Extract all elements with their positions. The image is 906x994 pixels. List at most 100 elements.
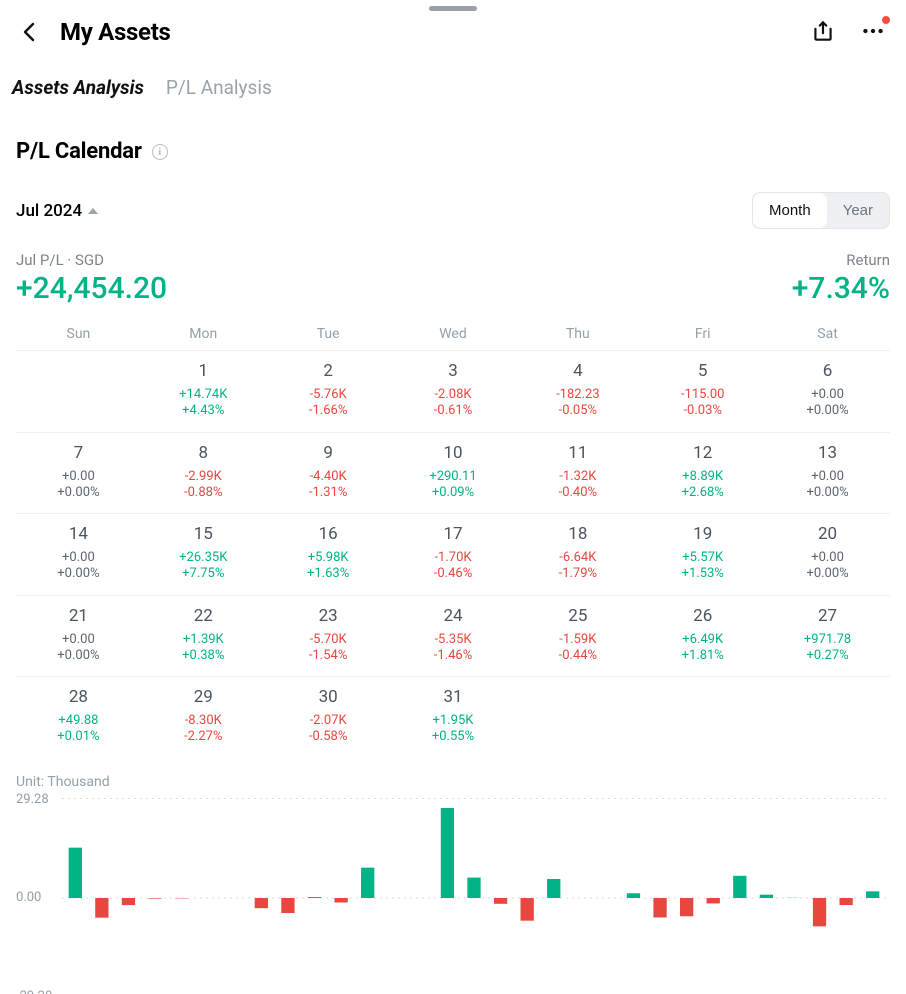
calendar-cell[interactable]: 23-5.70K-1.54%	[266, 596, 391, 677]
calendar-day-number: 14	[20, 524, 137, 544]
chart-bar[interactable]	[839, 898, 852, 905]
calendar-week: 7+0.00+0.00%8-2.99K-0.88%9-4.40K-1.31%10…	[16, 432, 890, 514]
chart-ytick-mid: 0.00	[16, 890, 41, 905]
calendar-weeks: 1+14.74K+4.43%2-5.76K-1.66%3-2.08K-0.61%…	[16, 350, 890, 758]
calendar-day-number: 29	[145, 687, 262, 707]
chart-bar[interactable]	[653, 898, 666, 917]
calendar-cell[interactable]: 19+5.57K+1.53%	[640, 514, 765, 595]
calendar-day-pct: +0.09%	[395, 485, 512, 501]
calendar-cell[interactable]: 27 +971.78+0.27%	[765, 596, 890, 677]
calendar-cell[interactable]: 22+1.39K+0.38%	[141, 596, 266, 677]
calendar-day-pl: +971.78	[769, 632, 886, 648]
chart-bar[interactable]	[866, 891, 879, 898]
chart-bar[interactable]	[334, 898, 347, 903]
back-button[interactable]	[18, 20, 42, 44]
calendar-dow: Mon	[141, 326, 266, 342]
chart-bar[interactable]	[760, 894, 773, 897]
calendar-day-pl: +49.88	[20, 713, 137, 729]
chart-bar[interactable]	[547, 878, 560, 897]
chart-bar[interactable]	[308, 897, 321, 898]
calendar-day-number: 20	[769, 524, 886, 544]
calendar-cell[interactable]: 25-1.59K-0.44%	[515, 596, 640, 677]
chart-bar[interactable]	[148, 898, 161, 899]
calendar-day-number: 7	[20, 443, 137, 463]
chart-bar[interactable]	[467, 877, 480, 897]
calendar-day-number: 27	[769, 606, 886, 626]
calendar-day-number: 4	[519, 361, 636, 381]
calendar-cell[interactable]: 1+14.74K+4.43%	[141, 351, 266, 432]
calendar-cell[interactable]: 20+0.00+0.00%	[765, 514, 890, 595]
calendar-cell[interactable]: 28+49.88+0.01%	[16, 677, 141, 758]
calendar-cell[interactable]: 7+0.00+0.00%	[16, 433, 141, 514]
calendar-cell[interactable]: 17-1.70K-0.46%	[391, 514, 516, 595]
calendar-cell[interactable]: 21+0.00+0.00%	[16, 596, 141, 677]
tab-assets-analysis[interactable]: Assets Analysis	[12, 76, 144, 105]
calendar-cell[interactable]: 2-5.76K-1.66%	[266, 351, 391, 432]
calendar-day-number: 21	[20, 606, 137, 626]
tab-label: P/L Analysis	[166, 76, 272, 99]
calendar-cell[interactable]: 10+290.11+0.09%	[391, 433, 516, 514]
chart-bar[interactable]	[813, 898, 826, 926]
chart-bar[interactable]	[707, 898, 720, 903]
calendar-cell[interactable]: 12+8.89K+2.68%	[640, 433, 765, 514]
chart-bar[interactable]	[69, 847, 82, 897]
calendar-day-pl: -2.07K	[270, 713, 387, 729]
drag-handle[interactable]	[429, 6, 477, 11]
chart-bar[interactable]	[494, 898, 507, 904]
calendar-cell	[765, 677, 890, 758]
calendar-day-pct: +0.27%	[769, 648, 886, 664]
calendar-cell[interactable]: 24-5.35K-1.46%	[391, 596, 516, 677]
info-icon[interactable]: i	[152, 144, 168, 160]
calendar-day-pl: +26.35K	[145, 550, 262, 566]
period-selector[interactable]: Jul 2024	[16, 201, 98, 221]
calendar-cell	[16, 351, 141, 432]
calendar-cell[interactable]: 9-4.40K-1.31%	[266, 433, 391, 514]
calendar-day-number: 15	[145, 524, 262, 544]
calendar-cell[interactable]: 11-1.32K-0.40%	[515, 433, 640, 514]
chart-bar[interactable]	[441, 808, 454, 898]
chart-bar[interactable]	[122, 898, 135, 905]
return-label: Return	[792, 251, 890, 269]
calendar-cell[interactable]: 16+5.98K+1.63%	[266, 514, 391, 595]
calendar-day-pl: +5.57K	[644, 550, 761, 566]
calendar-cell[interactable]: 4-182.23-0.05%	[515, 351, 640, 432]
calendar-cell[interactable]: 8-2.99K-0.88%	[141, 433, 266, 514]
tab-pl-analysis[interactable]: P/L Analysis	[166, 76, 272, 105]
calendar-day-number: 12	[644, 443, 761, 463]
calendar-day-pl: -1.59K	[519, 632, 636, 648]
chart-bar[interactable]	[255, 898, 268, 908]
chart-bar[interactable]	[627, 893, 640, 898]
calendar-day-number: 31	[395, 687, 512, 707]
calendar-cell[interactable]: 14+0.00+0.00%	[16, 514, 141, 595]
calendar-cell[interactable]: 26+6.49K+1.81%	[640, 596, 765, 677]
chart-bar[interactable]	[95, 898, 108, 918]
calendar-cell[interactable]: 6+0.00+0.00%	[765, 351, 890, 432]
calendar-day-pct: +0.00%	[769, 566, 886, 582]
calendar-cell[interactable]: 31+1.95K+0.55%	[391, 677, 516, 758]
calendar-day-pl: -115.00	[644, 387, 761, 403]
calendar-day-pct: -0.61%	[395, 403, 512, 419]
toggle-month[interactable]: Month	[753, 193, 827, 228]
chart-bar[interactable]	[680, 898, 693, 916]
chart-bar[interactable]	[361, 867, 374, 897]
calendar-day-pct: -1.79%	[519, 566, 636, 582]
calendar-cell[interactable]: 18-6.64K-1.79%	[515, 514, 640, 595]
calendar-day-pl: -4.40K	[270, 469, 387, 485]
calendar-cell[interactable]: 3-2.08K-0.61%	[391, 351, 516, 432]
chart-bar[interactable]	[733, 875, 746, 897]
calendar-cell[interactable]: 13+0.00+0.00%	[765, 433, 890, 514]
calendar-cell[interactable]: 15+26.35K+7.75%	[141, 514, 266, 595]
share-button[interactable]	[810, 18, 838, 46]
calendar-day-pct: +4.43%	[145, 403, 262, 419]
calendar-cell[interactable]: 5-115.00-0.03%	[640, 351, 765, 432]
calendar-cell[interactable]: 30-2.07K-0.58%	[266, 677, 391, 758]
calendar-day-pl: +8.89K	[644, 469, 761, 485]
calendar-day-pl: +1.95K	[395, 713, 512, 729]
toggle-year[interactable]: Year	[827, 193, 889, 228]
calendar-day-number: 22	[145, 606, 262, 626]
chart-bar[interactable]	[521, 898, 534, 921]
calendar-cell[interactable]: 29-8.30K-2.27%	[141, 677, 266, 758]
calendar-day-pct: +0.00%	[769, 485, 886, 501]
chart-bar[interactable]	[281, 898, 294, 913]
more-button[interactable]	[860, 18, 888, 46]
